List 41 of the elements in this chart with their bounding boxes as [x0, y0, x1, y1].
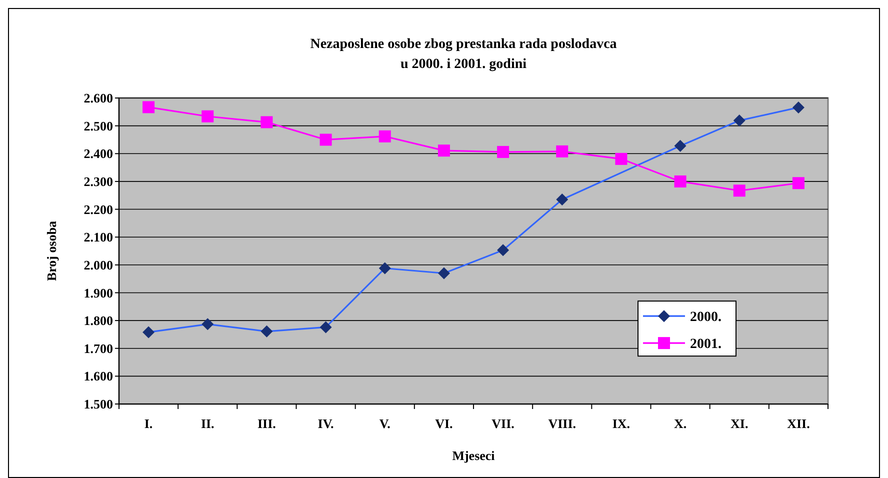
y-tick-label: 1.500 — [84, 396, 113, 412]
y-tick-label: 2.000 — [84, 257, 113, 272]
x-tick-label: IV. — [318, 416, 334, 431]
point — [438, 144, 450, 157]
x-tick-label: II. — [200, 416, 214, 431]
y-tick-label: 2.600 — [84, 90, 113, 106]
x-axis-title: Mjeseci — [452, 448, 496, 463]
x-tick-label: III. — [257, 416, 276, 431]
y-tick-label: 2.500 — [84, 118, 113, 134]
point — [792, 177, 804, 190]
y-tick-label: 2.300 — [84, 174, 113, 190]
x-tick-label: VI. — [435, 416, 453, 431]
x-tick-label: V. — [379, 416, 390, 431]
x-tick-label: X. — [674, 416, 687, 431]
point — [320, 134, 332, 146]
x-tick-label: IX. — [612, 416, 630, 431]
x-tick-label: XII. — [787, 416, 810, 431]
point — [260, 116, 273, 128]
point — [674, 175, 686, 188]
point — [556, 145, 568, 158]
x-tick-label: XI. — [730, 416, 748, 431]
y-tick-label: 1.600 — [84, 368, 113, 384]
y-tick-label: 1.900 — [84, 285, 113, 300]
legend-label: 2001. — [690, 336, 722, 352]
point — [142, 101, 155, 114]
y-tick-label: 2.100 — [84, 230, 113, 245]
y-tick-label: 2.200 — [84, 202, 113, 217]
point — [615, 152, 628, 165]
point — [733, 184, 746, 197]
x-tick-label: I. — [144, 416, 153, 431]
x-tick-label: VII. — [492, 416, 514, 431]
chart-title: Nezaposlene osobe zbog prestanka rada poslodavca u 2000. i 2001. godini — [310, 37, 617, 72]
legend-label: 2000. — [690, 310, 722, 325]
y-tick-label: 1.700 — [84, 340, 113, 356]
y-tick-label: 1.800 — [84, 313, 113, 328]
x-tick-label: VIII. — [548, 416, 576, 431]
point — [378, 130, 391, 142]
point — [497, 146, 510, 158]
point — [202, 110, 214, 122]
y-tick-label: 2.400 — [84, 146, 113, 162]
y-axis-title: Broj osoba — [44, 220, 59, 282]
